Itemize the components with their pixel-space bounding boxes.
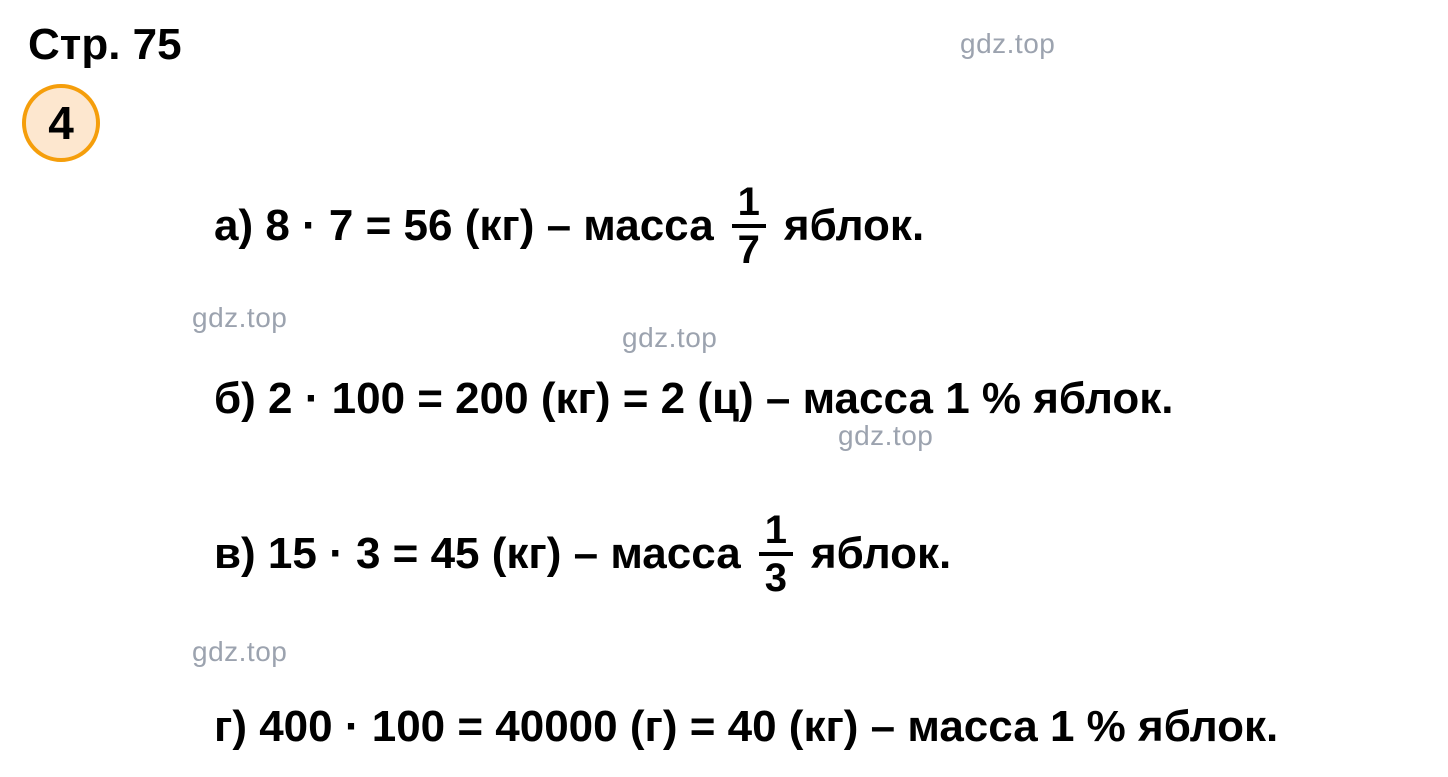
watermark: gdz.top [192,636,287,668]
fraction-a-den: 7 [732,224,766,270]
watermark: gdz.top [622,322,717,354]
page-title: Стр. 75 [28,20,182,70]
fraction-a: 1 7 [732,182,766,270]
line-v-pre: в) 15 · 3 = 45 (кг) – масса [214,529,741,579]
solution-line-b: б) 2 · 100 = 200 (кг) = 2 (ц) – масса 1 … [214,374,1174,424]
fraction-v-den: 3 [759,552,793,598]
watermark: gdz.top [838,420,933,452]
line-b-text: б) 2 · 100 = 200 (кг) = 2 (ц) – масса 1 … [214,374,1174,424]
problem-number: 4 [48,96,74,150]
line-a-post: яблок. [784,201,924,251]
watermark: gdz.top [960,28,1055,60]
fraction-v: 1 3 [759,510,793,598]
watermark: gdz.top [192,302,287,334]
fraction-a-num: 1 [732,182,766,224]
fraction-v-num: 1 [759,510,793,552]
line-a-pre: а) 8 · 7 = 56 (кг) – масса [214,201,714,251]
solution-line-a: а) 8 · 7 = 56 (кг) – масса 1 7 яблок. [214,182,924,270]
problem-number-badge: 4 [22,84,100,162]
line-v-post: яблок. [811,529,951,579]
line-g-text: г) 400 · 100 = 40000 (г) = 40 (кг) – мас… [214,702,1278,752]
solution-line-v: в) 15 · 3 = 45 (кг) – масса 1 3 яблок. [214,510,951,598]
solution-line-g: г) 400 · 100 = 40000 (г) = 40 (кг) – мас… [214,702,1278,752]
